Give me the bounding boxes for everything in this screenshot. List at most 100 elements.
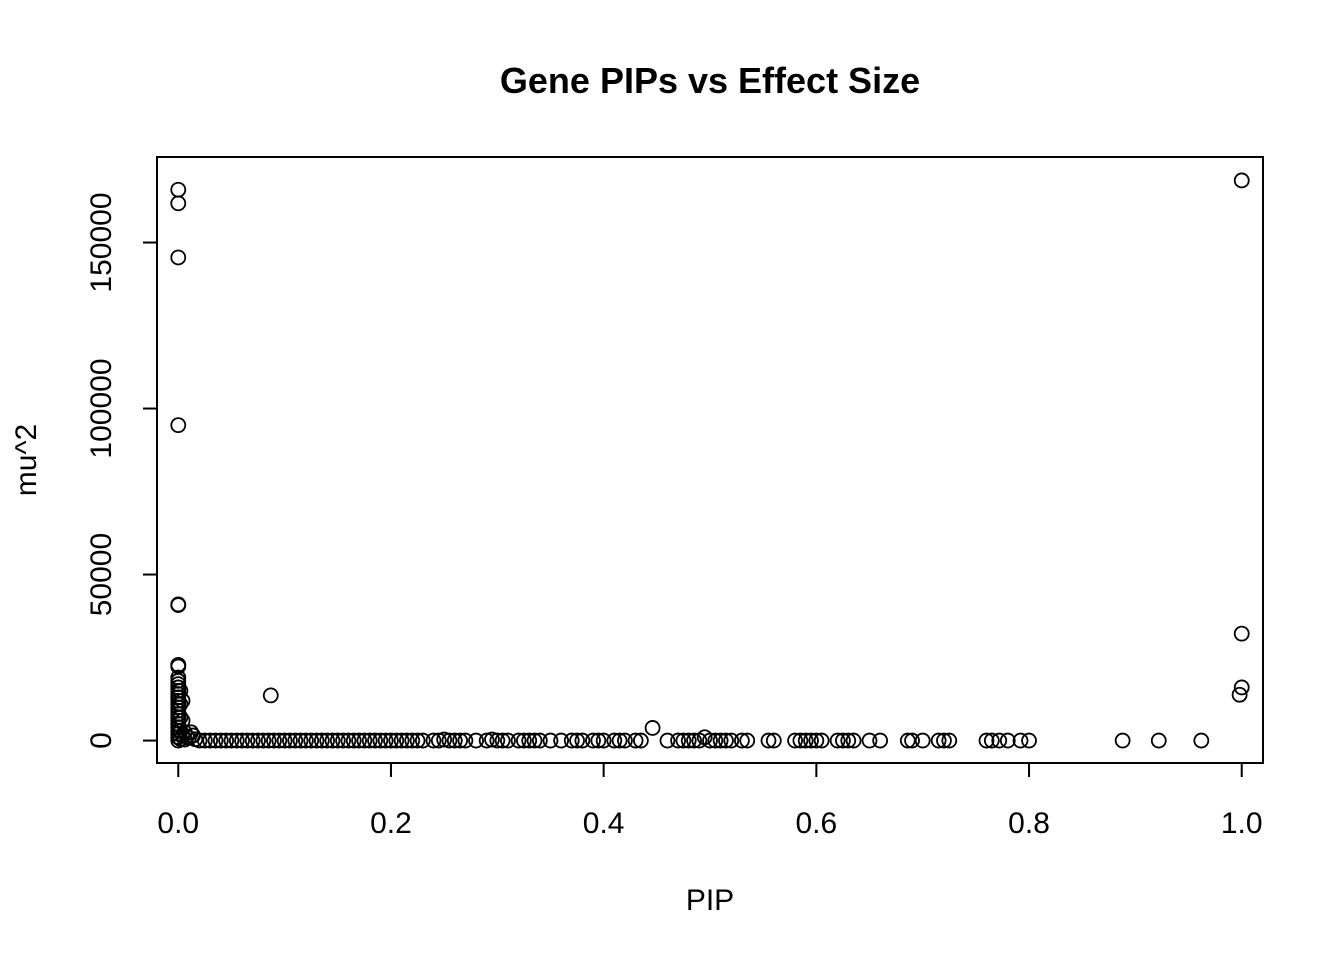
data-point <box>553 732 570 749</box>
data-point <box>452 732 468 749</box>
data-point <box>617 732 633 749</box>
data-point <box>372 732 389 749</box>
data-point <box>356 732 373 749</box>
data-point <box>723 732 740 749</box>
data-point <box>329 732 346 749</box>
x-tick-label: 0.0 <box>157 807 199 840</box>
data-point <box>1233 625 1250 642</box>
y-tick-label: 100000 <box>85 358 118 458</box>
data-point <box>542 732 559 749</box>
data-point <box>707 732 724 749</box>
data-point <box>313 732 330 749</box>
data-point <box>303 732 320 749</box>
data-point <box>659 732 676 749</box>
data-point <box>835 732 851 749</box>
data-point <box>861 732 878 749</box>
y-tick-label: 0 <box>85 732 118 749</box>
data-point <box>250 732 266 749</box>
data-point <box>489 732 506 749</box>
data-point <box>569 732 585 749</box>
data-point <box>765 732 782 749</box>
data-point <box>760 732 777 749</box>
x-tick-label: 0.6 <box>795 807 837 840</box>
data-point <box>585 732 601 749</box>
data-point <box>404 732 421 749</box>
data-point <box>515 732 532 749</box>
data-point <box>595 732 612 749</box>
x-tick-label: 0.4 <box>583 807 625 840</box>
x-axis-label: PIP <box>686 884 734 917</box>
data-point <box>393 732 410 749</box>
data-point <box>196 732 213 749</box>
data-point <box>627 732 644 749</box>
x-tick-label: 0.8 <box>1008 807 1050 840</box>
data-point <box>840 732 857 749</box>
data-point <box>808 732 825 749</box>
data-point <box>414 732 431 749</box>
data-point <box>1114 732 1131 749</box>
data-point <box>218 732 235 749</box>
data-point <box>563 732 580 749</box>
y-tick-label: 50000 <box>85 533 118 616</box>
data-point <box>500 732 516 749</box>
data-point <box>345 732 362 749</box>
data-point <box>351 732 367 749</box>
data-point <box>282 732 298 749</box>
data-point <box>266 732 282 749</box>
data-point <box>803 732 819 749</box>
data-point <box>234 732 250 749</box>
data-point <box>936 732 952 749</box>
data-point <box>276 732 293 749</box>
y-axis: 0 50000 100000 150000 <box>85 192 158 749</box>
data-point <box>914 732 931 749</box>
data-point <box>829 732 846 749</box>
data-point <box>292 732 309 749</box>
data-point <box>1233 172 1250 189</box>
chart-title: Gene PIPs vs Effect Size <box>500 60 920 101</box>
data-point <box>223 732 240 749</box>
data-point <box>287 732 304 749</box>
data-point <box>399 732 415 749</box>
data-point <box>930 732 947 749</box>
data-point <box>271 732 288 749</box>
data-point <box>335 732 352 749</box>
data-point <box>425 732 442 749</box>
data-point <box>941 732 958 749</box>
data-point <box>262 687 279 704</box>
data-point <box>174 692 191 709</box>
x-axis: 0.0 0.2 0.4 0.6 0.8 1.0 <box>157 762 1263 840</box>
y-axis-label: mu^2 <box>10 424 43 496</box>
data-point <box>999 732 1016 749</box>
data-point <box>319 732 336 749</box>
data-point <box>521 732 538 749</box>
data-point <box>991 732 1008 749</box>
data-point <box>494 732 511 749</box>
data-point <box>239 732 256 749</box>
data-point <box>170 181 187 198</box>
data-point <box>510 732 527 749</box>
data-point <box>792 732 809 749</box>
data-point <box>409 732 426 749</box>
data-point <box>1231 686 1248 703</box>
data-point <box>718 732 734 749</box>
data-point <box>430 732 447 749</box>
data-point <box>680 732 697 749</box>
data-point <box>686 732 702 749</box>
data-point <box>446 732 463 749</box>
data-point <box>787 732 803 749</box>
data-point <box>739 732 756 749</box>
data-points <box>170 172 1250 749</box>
data-point <box>340 732 357 749</box>
data-point <box>170 417 187 434</box>
data-point <box>632 732 649 749</box>
y-tick-label: 150000 <box>85 192 118 292</box>
data-point <box>174 712 191 729</box>
data-point <box>1012 732 1029 749</box>
data-point <box>978 732 995 749</box>
x-tick-label: 0.2 <box>370 807 412 840</box>
data-point <box>367 732 383 749</box>
data-point <box>670 732 686 749</box>
data-point <box>377 732 394 749</box>
data-point <box>170 249 187 266</box>
data-point <box>383 732 399 749</box>
